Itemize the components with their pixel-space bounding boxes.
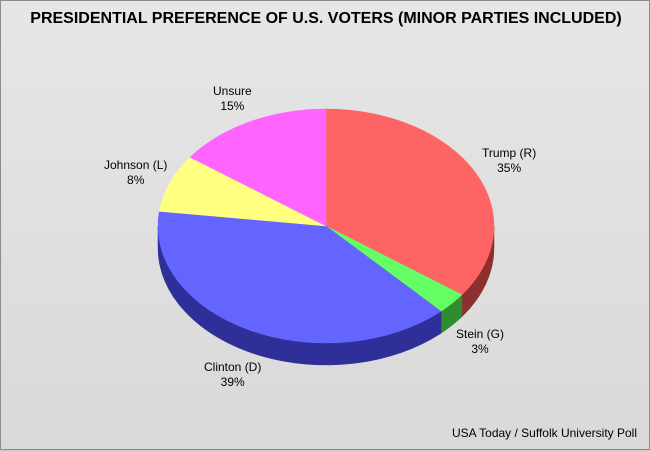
chart-title: PRESIDENTIAL PREFERENCE OF U.S. VOTERS (…: [30, 10, 622, 27]
pie-slice-0: [325, 108, 495, 296]
slice-label-0: Trump (R) 35%: [482, 146, 536, 176]
slice-label-value: 39%: [220, 375, 245, 389]
slice-label-name: Clinton (D): [204, 360, 262, 374]
slice-label-4: Unsure 15%: [213, 84, 252, 114]
slice-label-value: 35%: [497, 161, 522, 175]
slice-label-1: Stein (G) 3%: [456, 327, 504, 357]
slice-label-name: Stein (G): [456, 327, 505, 341]
slice-label-value: 3%: [471, 342, 489, 356]
pie-slice-4: [189, 108, 327, 227]
slice-label-value: 8%: [127, 173, 145, 187]
slice-label-value: 15%: [220, 99, 245, 113]
slice-label-3: Johnson (L) 8%: [104, 158, 167, 188]
slice-label-name: Unsure: [213, 84, 252, 98]
slice-label-name: Trump (R): [482, 146, 537, 160]
slice-label-name: Johnson (L): [104, 158, 168, 172]
pie-slice-2: [157, 211, 442, 344]
slice-label-2: Clinton (D) 39%: [204, 360, 261, 390]
source-note: USA Today / Suffolk University Poll: [452, 426, 637, 440]
